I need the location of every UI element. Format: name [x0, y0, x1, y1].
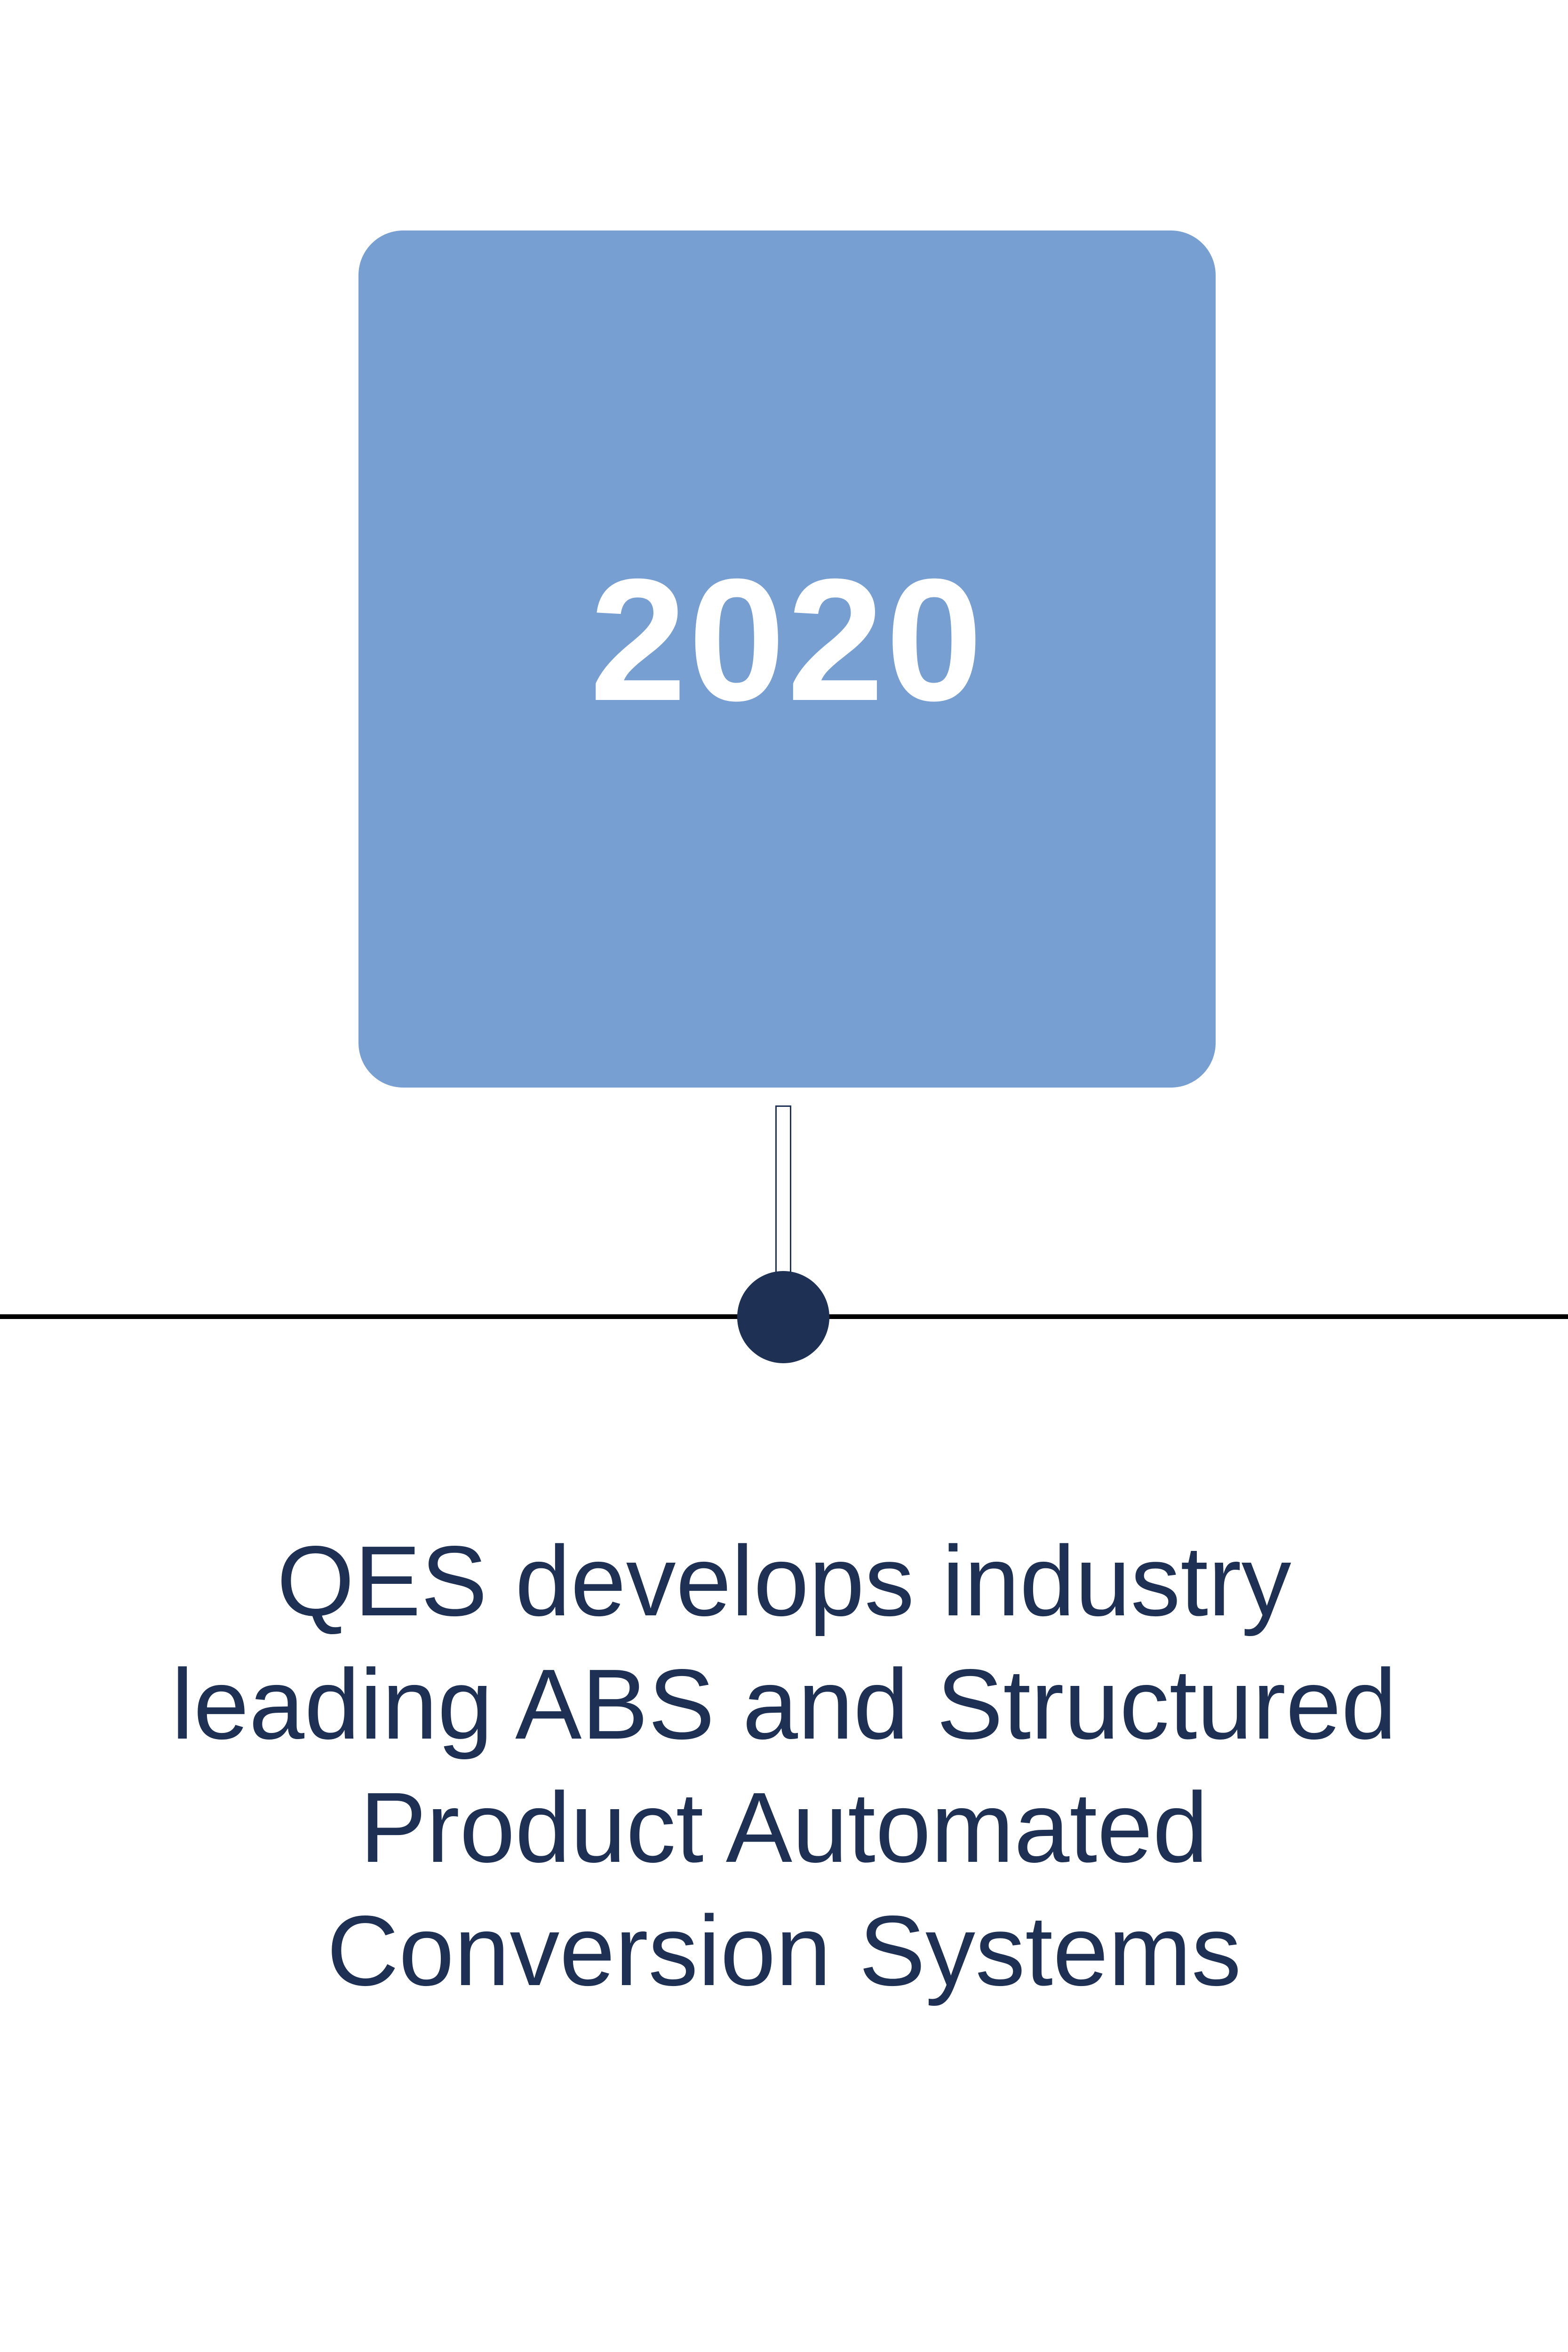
- description-line: QES develops industry: [277, 1525, 1291, 1637]
- description-line: Product Automated: [359, 1772, 1209, 1883]
- milestone-description: QES develops industry leading ABS and St…: [94, 1519, 1474, 2012]
- timeline-node: [737, 1271, 829, 1363]
- description-line: Conversion Systems: [326, 1895, 1242, 2006]
- milestone-year-box: 2020: [358, 230, 1216, 1088]
- milestone-connector: [775, 1105, 791, 1275]
- milestone-year: 2020: [589, 543, 985, 737]
- description-line: leading ABS and Structured: [171, 1648, 1397, 1760]
